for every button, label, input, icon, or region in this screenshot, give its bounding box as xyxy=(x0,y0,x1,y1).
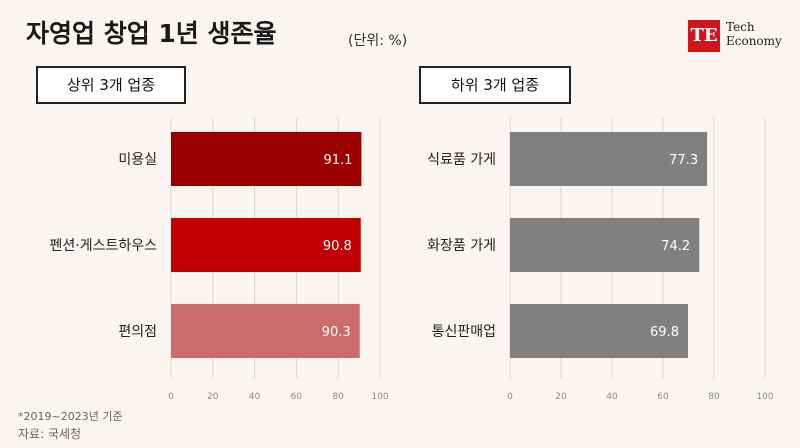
top-bar xyxy=(171,132,362,186)
logo-line-2: Economy xyxy=(726,34,782,48)
bottom-x-tick-label: 60 xyxy=(657,392,669,402)
top-bar-value-label: 90.3 xyxy=(322,325,351,340)
top-bar xyxy=(171,304,360,358)
footnote-period: *2019~2023년 기준 xyxy=(18,410,123,423)
bottom-bar xyxy=(510,218,700,272)
unit-label: (단위: %) xyxy=(348,33,408,49)
top-bar xyxy=(171,218,361,272)
brand-logo: TE Tech Economy xyxy=(688,20,788,60)
bottom-x-tick-label: 40 xyxy=(606,392,618,402)
bottom-category-label: 통신판매업 xyxy=(432,324,496,340)
bottom-category-label: 식료품 가게 xyxy=(427,152,496,168)
top-bar-value-label: 91.1 xyxy=(323,153,352,168)
top-x-tick-label: 40 xyxy=(249,392,261,402)
page-title: 자영업 창업 1년 생존율 xyxy=(26,19,277,48)
top-x-tick-label: 100 xyxy=(371,392,388,402)
bottom-bar-value-label: 77.3 xyxy=(669,153,698,168)
logo-line-1: Tech xyxy=(726,20,755,34)
bottom-bar xyxy=(510,304,688,358)
bottom-x-tick-label: 0 xyxy=(507,392,513,402)
top-group-title: 상위 3개 업종 xyxy=(36,66,186,104)
top-x-tick-label: 80 xyxy=(332,392,344,402)
top-category-label: 편의점 xyxy=(118,324,157,340)
top-x-tick-label: 0 xyxy=(168,392,174,402)
top-category-label: 펜션·게스트하우스 xyxy=(50,238,158,254)
top-x-tick-label: 60 xyxy=(291,392,303,402)
logo-wordmark: Tech Economy xyxy=(726,20,786,48)
bottom-bar-value-label: 69.8 xyxy=(650,325,679,340)
top-category-label: 미용실 xyxy=(118,152,157,168)
top-x-tick-label: 20 xyxy=(207,392,219,402)
logo-mark-icon: TE xyxy=(688,20,720,52)
bottom-bar xyxy=(510,132,708,186)
bottom-category-label: 화장품 가게 xyxy=(427,238,496,254)
bottom-bar-value-label: 74.2 xyxy=(661,239,690,254)
top-bar-value-label: 90.8 xyxy=(323,239,352,254)
bottom-group-title: 하위 3개 업종 xyxy=(419,66,571,104)
bottom-x-tick-label: 100 xyxy=(756,392,773,402)
footnote-source: 자료: 국세청 xyxy=(18,427,82,441)
bottom-x-tick-label: 20 xyxy=(555,392,567,402)
bottom-x-tick-label: 80 xyxy=(708,392,720,402)
